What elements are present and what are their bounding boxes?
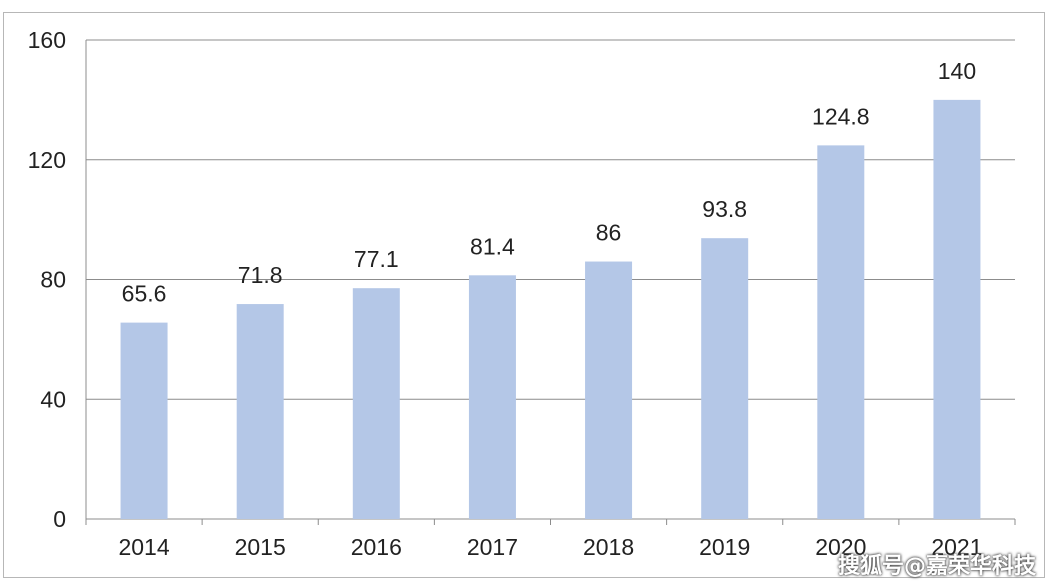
x-tick-label: 2017 [467, 534, 518, 560]
data-label-2021: 140 [938, 58, 976, 84]
y-tick-label: 40 [40, 386, 66, 412]
data-labels: 65.6 71.8 77.1 81.4 86 93.8 124.8 140 [122, 58, 976, 307]
data-label-2020: 124.8 [812, 103, 870, 129]
bar-2017 [468, 275, 516, 519]
watermark: 搜狐号@嘉荣华科技 [837, 554, 1036, 579]
chart-frame [3, 12, 1045, 578]
data-label-2015: 71.8 [238, 262, 283, 288]
x-tick-label: 2020 [815, 534, 866, 560]
y-tick-labels: 0 40 80 120 160 [28, 27, 66, 532]
bar-2018 [585, 261, 633, 519]
x-tick-labels: 2014 2015 2016 2017 2018 2019 2020 2021 [118, 534, 982, 560]
bar-2014 [120, 322, 168, 519]
y-tick-label: 80 [40, 267, 66, 293]
y-tick-label: 160 [28, 27, 66, 53]
gridlines [86, 39, 1015, 400]
y-tick-label: 120 [28, 147, 66, 173]
x-tick-label: 2018 [583, 534, 634, 560]
y-tick-label: 0 [53, 506, 66, 532]
axes [85, 40, 1016, 525]
data-label-2019: 93.8 [702, 196, 747, 222]
x-tick-label: 2019 [699, 534, 750, 560]
bar-2015 [236, 304, 284, 519]
bar-2021 [933, 99, 981, 519]
bars [120, 99, 981, 519]
bar-2016 [352, 288, 400, 519]
x-tick-label: 2016 [351, 534, 402, 560]
data-label-2018: 86 [596, 220, 622, 246]
x-tick-label: 2021 [931, 534, 982, 560]
bar-2019 [701, 238, 749, 519]
data-label-2017: 81.4 [470, 233, 515, 259]
data-label-2014: 65.6 [122, 281, 167, 307]
data-label-2016: 77.1 [354, 246, 399, 272]
bar-2020 [817, 145, 865, 519]
x-tick-label: 2015 [235, 534, 286, 560]
x-tick-label: 2014 [118, 534, 169, 560]
